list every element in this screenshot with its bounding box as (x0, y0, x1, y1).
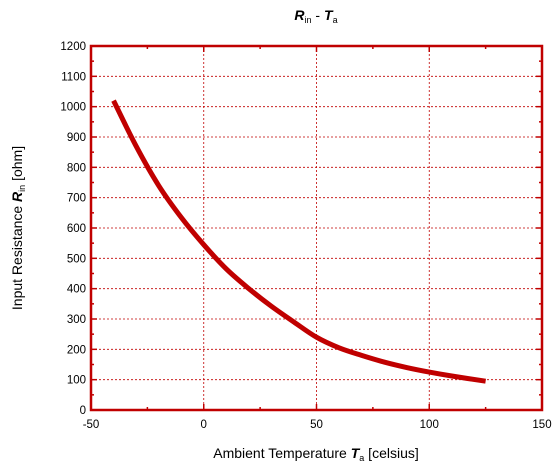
y-axis-title-symbol: R (9, 191, 25, 202)
y-tick-label: 500 (67, 253, 86, 265)
x-axis-title: Ambient Temperature Ta [celsius] (213, 445, 419, 463)
series-line-layer (111, 99, 487, 384)
title-symbol-r: R (294, 7, 305, 23)
grid-lines (91, 46, 542, 410)
x-tick-label: 0 (201, 419, 207, 431)
series-line-0 (111, 99, 487, 384)
y-axis-title-subscript: in (17, 185, 27, 192)
y-tick-label: 0 (80, 405, 86, 417)
y-tick-label: 1200 (60, 41, 86, 53)
y-tick-label: 400 (67, 284, 86, 296)
title-separator: - (312, 7, 324, 23)
y-tick-label: 1100 (61, 71, 86, 83)
x-axis-title-prefix: Ambient Temperature (213, 445, 350, 461)
x-axis-title-subscript: a (359, 453, 364, 463)
x-tick-label: 50 (310, 419, 323, 431)
y-tick-label: 1000 (60, 102, 86, 114)
tick-marks (90, 45, 543, 411)
x-axis-title-symbol: T (351, 445, 361, 461)
y-tick-label: 700 (67, 193, 86, 205)
chart-title: Rin - Ta (294, 7, 337, 25)
title-subscript-in: in (305, 15, 312, 25)
y-tick-label: 200 (67, 344, 86, 356)
y-axis-title-suffix: [ohm] (9, 146, 25, 185)
y-tick-label: 900 (67, 132, 86, 144)
title-symbol-t: T (324, 7, 334, 23)
x-tick-label: 150 (532, 419, 551, 431)
y-tick-label: 800 (67, 162, 86, 174)
x-axis-title-suffix: [celsius] (364, 445, 418, 461)
x-tick-label: 100 (420, 419, 439, 431)
tick-labels: -50 0 50 100 150 0 100 200 300 400 500 600 700 800 900… (60, 41, 551, 431)
title-subscript-a: a (333, 15, 338, 25)
y-tick-label: 600 (67, 223, 86, 235)
x-tick-label: -50 (83, 419, 100, 431)
y-tick-label: 300 (67, 314, 86, 326)
y-axis-title: Input Resistance Rin [ohm] (9, 146, 27, 310)
y-tick-label: 100 (67, 375, 86, 387)
y-axis-title-prefix: Input Resistance (9, 202, 25, 310)
